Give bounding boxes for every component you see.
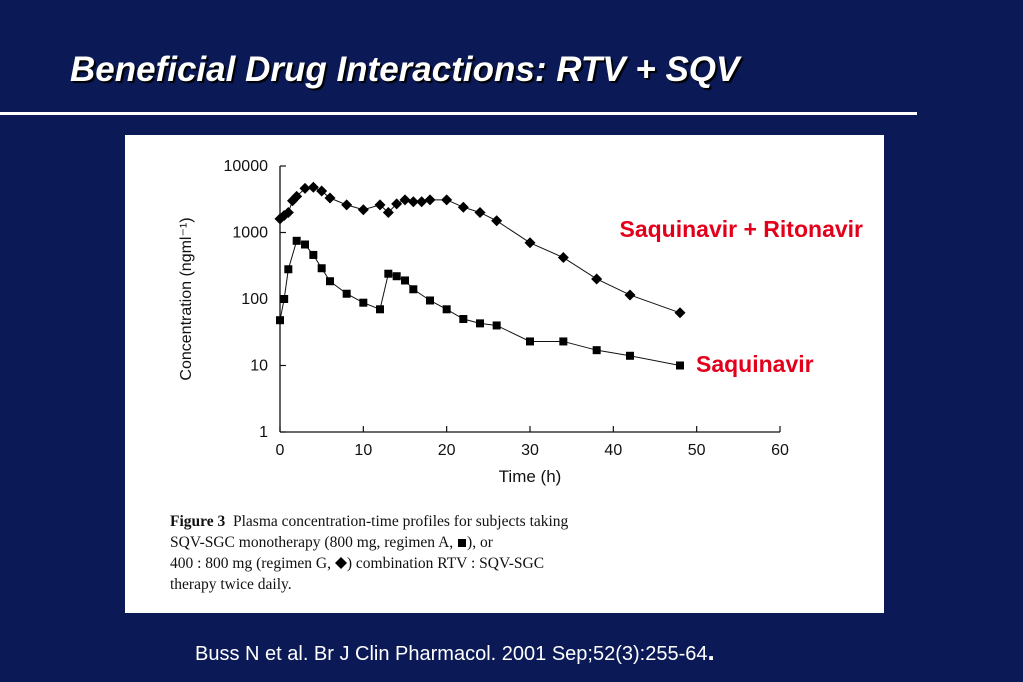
data-point-square xyxy=(317,264,326,273)
data-point-square xyxy=(326,277,334,286)
data-point-diamond xyxy=(316,185,328,197)
data-point-square xyxy=(376,305,384,314)
data-point-diamond xyxy=(457,201,469,213)
series-monotherapy xyxy=(276,236,684,370)
data-point-square xyxy=(526,337,534,346)
caption-line-1: Plasma concentration-time profiles for s… xyxy=(233,513,569,530)
caption-figure-label: Figure 3 xyxy=(170,513,226,530)
caption-line-3a: 400 : 800 mg (regimen G, xyxy=(170,555,332,572)
caption-line-3b: ) combination RTV : SQV-SGC xyxy=(346,555,545,572)
figure-caption: Figure 3 Plasma concentration-time profi… xyxy=(170,511,810,595)
y-tick-label: 10 xyxy=(250,358,268,375)
title-divider xyxy=(0,112,917,115)
x-tick-label: 60 xyxy=(771,442,789,459)
citation: Buss N et al. Br J Clin Pharmacol. 2001 … xyxy=(195,636,715,667)
data-point-diamond xyxy=(278,210,290,222)
data-point-square xyxy=(276,316,284,325)
square-marker-icon xyxy=(458,539,467,547)
data-point-square xyxy=(359,298,368,307)
data-point-diamond xyxy=(416,196,428,208)
data-point-diamond xyxy=(424,194,436,206)
data-point-diamond xyxy=(474,206,486,218)
figure-panel: 1 10 100 1000 10000 0 10 20 30 40 50 60 Concentrati… xyxy=(125,135,884,613)
data-point-diamond xyxy=(357,204,369,216)
data-point-diamond xyxy=(591,273,603,285)
data-point-diamond xyxy=(291,190,303,202)
concentration-chart: 1 10 100 1000 10000 0 10 20 30 40 50 60 Concentrati… xyxy=(178,158,864,486)
data-point-square xyxy=(676,361,684,370)
data-point-diamond xyxy=(491,215,503,227)
data-point-square xyxy=(342,289,351,298)
y-tick-label: 100 xyxy=(241,291,268,308)
data-point-diamond xyxy=(299,182,311,194)
data-point-diamond xyxy=(441,194,453,206)
data-point-square xyxy=(492,321,501,330)
data-point-diamond xyxy=(382,206,394,218)
data-point-square xyxy=(626,351,634,360)
x-axis-label: Time (h) xyxy=(499,467,562,486)
data-point-square xyxy=(292,236,301,245)
series-combination xyxy=(274,181,686,319)
series-label-monotherapy: Saquinavir xyxy=(696,351,814,377)
data-point-square xyxy=(426,296,434,305)
data-point-diamond xyxy=(391,198,403,210)
slide-title: Beneficial Drug Interactions: RTV + SQV xyxy=(70,50,740,89)
x-tick-label: 40 xyxy=(604,442,622,459)
chart-series xyxy=(274,181,686,370)
data-point-square xyxy=(476,319,484,328)
y-axis-label: Concentration (ngml⁻¹) xyxy=(178,217,195,380)
caption-line-4: therapy twice daily. xyxy=(170,576,292,593)
caption-line-2a: SQV-SGC monotherapy (800 mg, regimen A, xyxy=(170,534,454,551)
data-point-diamond xyxy=(407,196,419,208)
series-line xyxy=(279,186,681,314)
data-point-square xyxy=(301,240,309,249)
diamond-marker-icon xyxy=(334,557,347,569)
data-point-diamond xyxy=(324,192,336,204)
data-point-diamond xyxy=(624,289,636,301)
data-point-square xyxy=(442,305,451,314)
data-point-square xyxy=(459,315,468,324)
y-tick-label: 10000 xyxy=(224,158,269,175)
x-tick-label: 10 xyxy=(354,442,372,459)
data-point-diamond xyxy=(674,307,686,319)
x-tick-label: 20 xyxy=(438,442,456,459)
data-point-diamond xyxy=(399,194,411,206)
series-line xyxy=(279,240,681,366)
citation-text: Buss N et al. Br J Clin Pharmacol. 2001 … xyxy=(195,643,708,665)
x-tick-label: 50 xyxy=(688,442,706,459)
x-tick-label: 30 xyxy=(521,442,539,459)
caption-line-2b: ), or xyxy=(467,534,493,551)
data-point-square xyxy=(284,265,293,274)
data-point-diamond xyxy=(341,199,353,211)
x-tick-label: 0 xyxy=(276,442,285,459)
data-point-diamond xyxy=(374,199,386,211)
citation-period: . xyxy=(707,636,715,666)
data-point-diamond xyxy=(282,206,294,218)
data-point-square xyxy=(592,346,601,355)
data-point-diamond xyxy=(524,237,536,249)
data-point-square xyxy=(409,285,418,294)
chart-axes: 1 10 100 1000 10000 0 10 20 30 40 50 60 xyxy=(224,158,790,459)
y-tick-label: 1 xyxy=(259,424,268,441)
data-point-square xyxy=(384,269,393,278)
data-point-diamond xyxy=(307,181,319,193)
data-point-square xyxy=(280,295,289,303)
data-point-square xyxy=(401,276,409,285)
data-point-square xyxy=(392,272,401,281)
data-point-square xyxy=(309,250,318,259)
data-point-square xyxy=(559,337,568,346)
data-point-diamond xyxy=(557,252,569,264)
y-tick-label: 1000 xyxy=(232,225,268,242)
series-label-combination: Saquinavir + Ritonavir xyxy=(620,216,864,242)
